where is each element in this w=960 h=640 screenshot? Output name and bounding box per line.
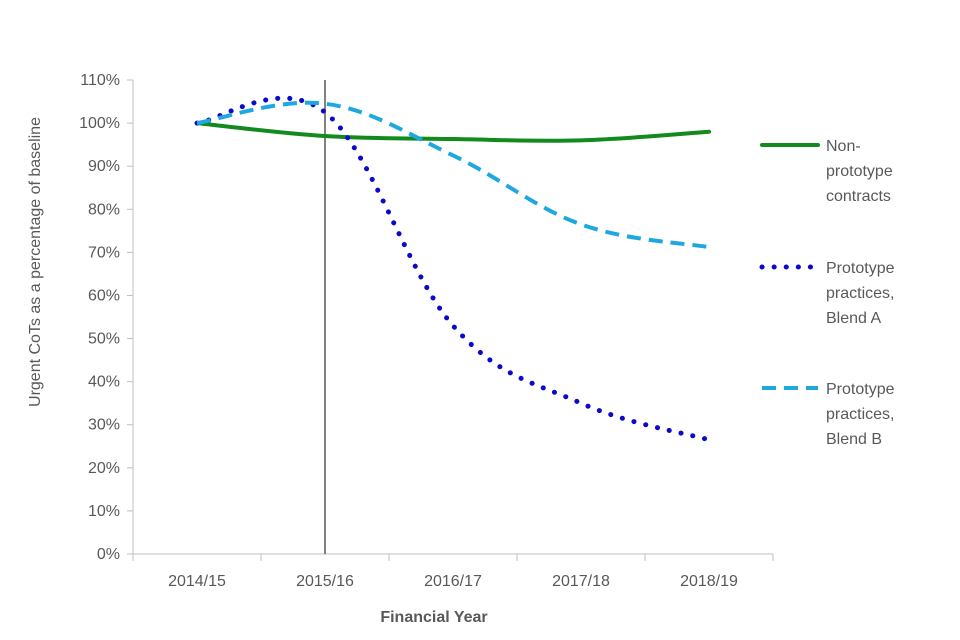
x-axis: 2014/15 2015/16 2016/17 2017/18 2018/19 — [132, 553, 774, 590]
y-tick-label: 30% — [88, 417, 120, 434]
x-tick-label: 2016/17 — [424, 573, 482, 590]
y-tick-label: 70% — [88, 244, 120, 261]
legend-label: Prototype — [826, 260, 895, 277]
x-tick-label: 2014/15 — [168, 573, 226, 590]
y-tick-label: 60% — [88, 287, 120, 304]
x-axis-title: Financial Year — [380, 609, 487, 626]
x-tick-label: 2018/19 — [680, 573, 738, 590]
series-line-1 — [195, 121, 711, 143]
y-tick-label: 100% — [79, 115, 120, 132]
series-line-3 — [196, 100, 710, 250]
y-tick-label: 110% — [80, 72, 120, 89]
legend-label: practices, — [826, 406, 894, 423]
y-axis: 0% 10% 20% 30% 40% 50% 60% 70% 80% 90% 100% 110% — [79, 72, 134, 563]
legend-label: Blend B — [826, 431, 882, 448]
y-tick-label: 10% — [88, 503, 120, 520]
x-tick-label: 2017/18 — [552, 573, 610, 590]
legend-label: prototype — [826, 163, 893, 180]
legend: Non-prototype contracts Prototype practices… — [759, 138, 895, 448]
legend-label: contracts — [826, 188, 891, 205]
series-lines — [194, 95, 712, 443]
legend-label: Prototype — [826, 381, 895, 398]
y-axis-title: Urgent CoTs as a percentage of baseline — [27, 117, 44, 407]
y-tick-label: 80% — [88, 201, 120, 218]
legend-label: Blend A — [826, 310, 881, 327]
y-tick-label: 0% — [97, 546, 120, 563]
y-tick-label: 40% — [88, 374, 120, 391]
series-line-2 — [194, 95, 712, 443]
x-tick-label: 2015/16 — [296, 573, 354, 590]
y-tick-label: 50% — [88, 331, 120, 348]
y-tick-label: 90% — [88, 158, 120, 175]
legend-label: practices, — [826, 285, 894, 302]
legend-label: Non- — [826, 138, 861, 155]
y-tick-label: 20% — [88, 460, 120, 477]
